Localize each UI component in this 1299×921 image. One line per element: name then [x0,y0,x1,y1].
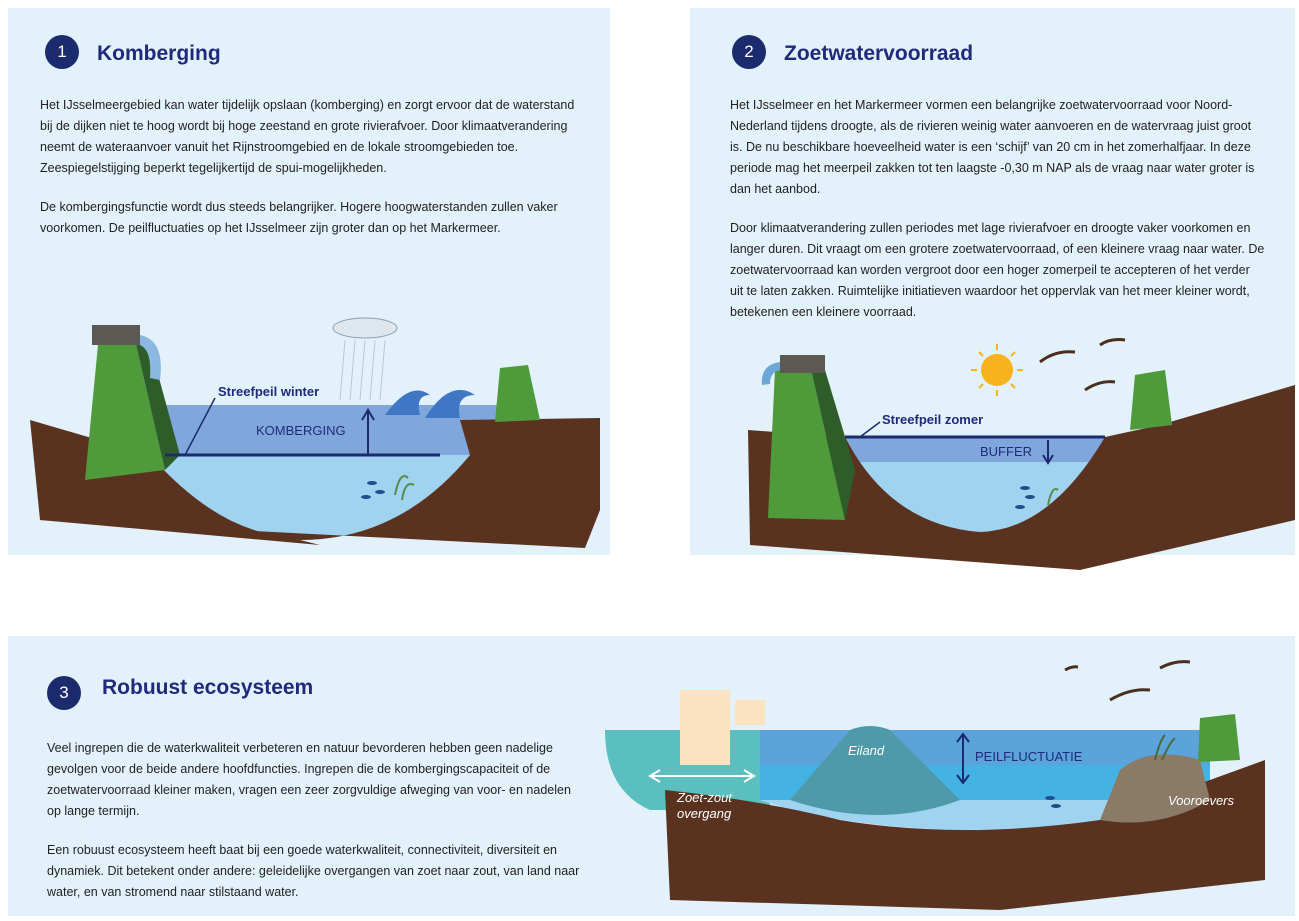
panel-title: Komberging [97,42,221,66]
panel-title: Zoetwatervoorraad [784,42,973,66]
paragraph: Veel ingrepen die de waterkwaliteit verb… [47,738,582,822]
paragraph: Het IJsselmeergebied kan water tijdelijk… [40,95,578,179]
paragraph: Een robuust ecosysteem heeft baat bij ee… [47,840,582,903]
label: Streefpeil zomer [882,412,983,427]
label: BUFFER [980,444,1032,459]
panel-number: 1 [45,35,79,69]
page: 1 Komberging Het IJsselmeergebied kan wa… [0,0,1299,916]
panel-text: Het IJsselmeer en het Markermeer vormen … [730,95,1265,341]
panel-number: 3 [47,676,81,710]
panel-text: Veel ingrepen die de waterkwaliteit verb… [47,738,582,921]
panel-number: 2 [732,35,766,69]
paragraph: De kombergingsfunctie wordt dus steeds b… [40,197,578,239]
label: Zoet-zout overgang [677,790,747,822]
label: Vooroevers [1168,793,1234,808]
paragraph: Door klimaatverandering zullen periodes … [730,218,1265,323]
label: KOMBERGING [256,423,346,438]
panel-text: Het IJsselmeergebied kan water tijdelijk… [40,95,578,257]
label: PEILFLUCTUATIE [975,749,1082,764]
label: Streefpeil winter [218,384,319,399]
panel-title: Robuust ecosysteem [102,676,313,700]
paragraph: Het IJsselmeer en het Markermeer vormen … [730,95,1265,200]
label: Eiland [848,743,884,758]
